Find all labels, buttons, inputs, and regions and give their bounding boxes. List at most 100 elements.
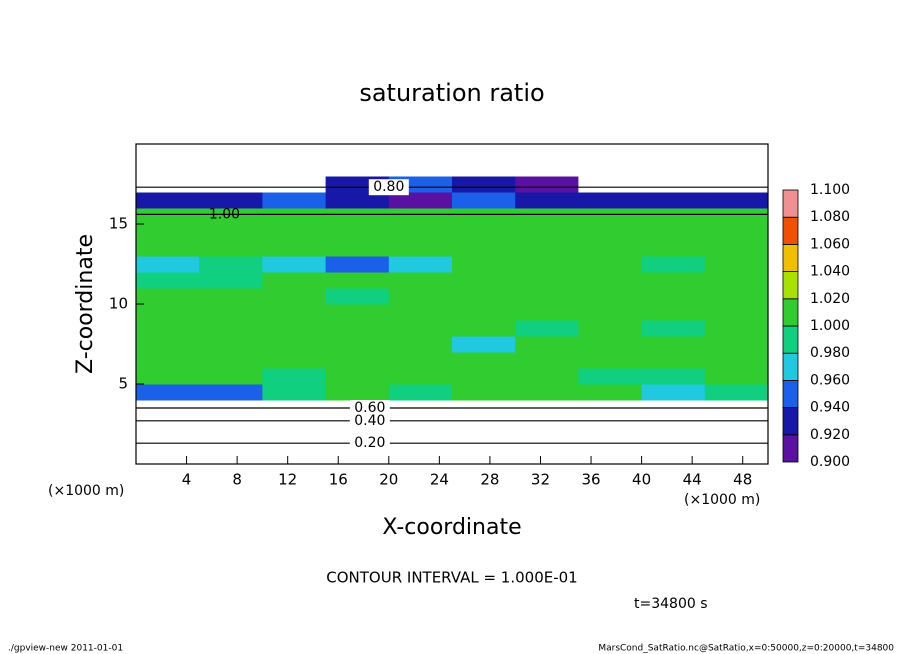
cell	[452, 224, 516, 241]
cell	[199, 448, 263, 465]
x-tick-label: 12	[278, 471, 297, 489]
cell	[325, 240, 390, 257]
cell	[515, 384, 579, 401]
cell	[704, 384, 769, 401]
cell	[262, 320, 327, 337]
cell	[199, 160, 263, 177]
cell	[641, 176, 706, 193]
cell	[452, 160, 516, 177]
cell	[704, 368, 769, 385]
cell	[578, 336, 643, 353]
cell	[262, 384, 327, 401]
cell	[199, 368, 263, 385]
cell	[578, 368, 643, 385]
x-axis-label: X-coordinate	[382, 515, 521, 540]
cell	[578, 144, 643, 161]
footer-left: ./gpview-new 2011-01-01	[8, 644, 123, 654]
cell	[452, 288, 516, 305]
cell	[325, 336, 390, 353]
cell	[262, 208, 327, 225]
cell	[641, 368, 706, 385]
y-axis-label: Z-coordinate	[73, 234, 98, 374]
cell	[199, 336, 263, 353]
contour-label: 0.80	[373, 179, 404, 195]
cell	[199, 320, 263, 337]
cell	[136, 336, 200, 353]
cell	[515, 240, 579, 257]
cell	[136, 288, 200, 305]
cell	[704, 272, 769, 289]
cell	[136, 448, 200, 465]
cell	[388, 304, 453, 321]
x-unit: (×1000 m)	[684, 492, 760, 508]
colorbar-label: 0.900	[810, 454, 850, 470]
cell	[388, 160, 453, 177]
cell	[136, 304, 200, 321]
colorbar-bin	[782, 325, 799, 354]
cell	[325, 320, 390, 337]
colorbar-label: 1.040	[810, 264, 850, 280]
cell	[388, 448, 453, 465]
cell	[578, 320, 643, 337]
cell	[136, 368, 200, 385]
cell	[452, 368, 516, 385]
cell	[704, 416, 769, 433]
cell	[262, 416, 327, 433]
cell	[325, 272, 390, 289]
cell	[388, 416, 453, 433]
cell	[388, 144, 453, 161]
cell	[388, 272, 453, 289]
cell	[578, 240, 643, 257]
cell	[388, 368, 453, 385]
cell	[578, 416, 643, 433]
cell	[452, 432, 516, 449]
cell	[578, 304, 643, 321]
cell	[641, 320, 706, 337]
cell	[199, 352, 263, 369]
cell	[199, 144, 263, 161]
cell	[199, 208, 263, 225]
cell	[325, 288, 390, 305]
cell	[388, 352, 453, 369]
cell	[704, 144, 769, 161]
cell	[262, 304, 327, 321]
cell	[262, 176, 327, 193]
cell	[578, 448, 643, 465]
colorbar-bin	[782, 243, 799, 272]
cell	[199, 272, 263, 289]
cell	[199, 288, 263, 305]
cell	[388, 288, 453, 305]
x-tick-label: 36	[581, 471, 600, 489]
colorbar-label: 0.920	[810, 427, 850, 443]
cell	[199, 432, 263, 449]
cell	[262, 160, 327, 177]
cell	[262, 336, 327, 353]
cell	[452, 416, 516, 433]
cell	[325, 192, 390, 209]
cell	[704, 176, 769, 193]
cell	[515, 256, 579, 273]
x-tick-label: 16	[329, 471, 348, 489]
cell	[388, 256, 453, 273]
cell	[704, 432, 769, 449]
cell	[578, 272, 643, 289]
cell	[704, 320, 769, 337]
cell	[704, 160, 769, 177]
footer-right: MarsCond_SatRatio.nc@SatRatio,x=0:50000,…	[598, 644, 894, 654]
cell	[388, 192, 453, 209]
cell	[136, 432, 200, 449]
cell	[515, 304, 579, 321]
cell	[452, 320, 516, 337]
colorbar-label: 1.080	[810, 209, 850, 225]
cell	[515, 224, 579, 241]
cell	[136, 176, 200, 193]
cell	[641, 272, 706, 289]
x-tick-label: 44	[683, 471, 702, 489]
cell	[515, 432, 579, 449]
colorbar-bin	[782, 189, 799, 218]
cell	[262, 288, 327, 305]
colorbar-bin	[782, 407, 799, 436]
cell	[578, 176, 643, 193]
cell	[578, 208, 643, 225]
cell	[515, 208, 579, 225]
